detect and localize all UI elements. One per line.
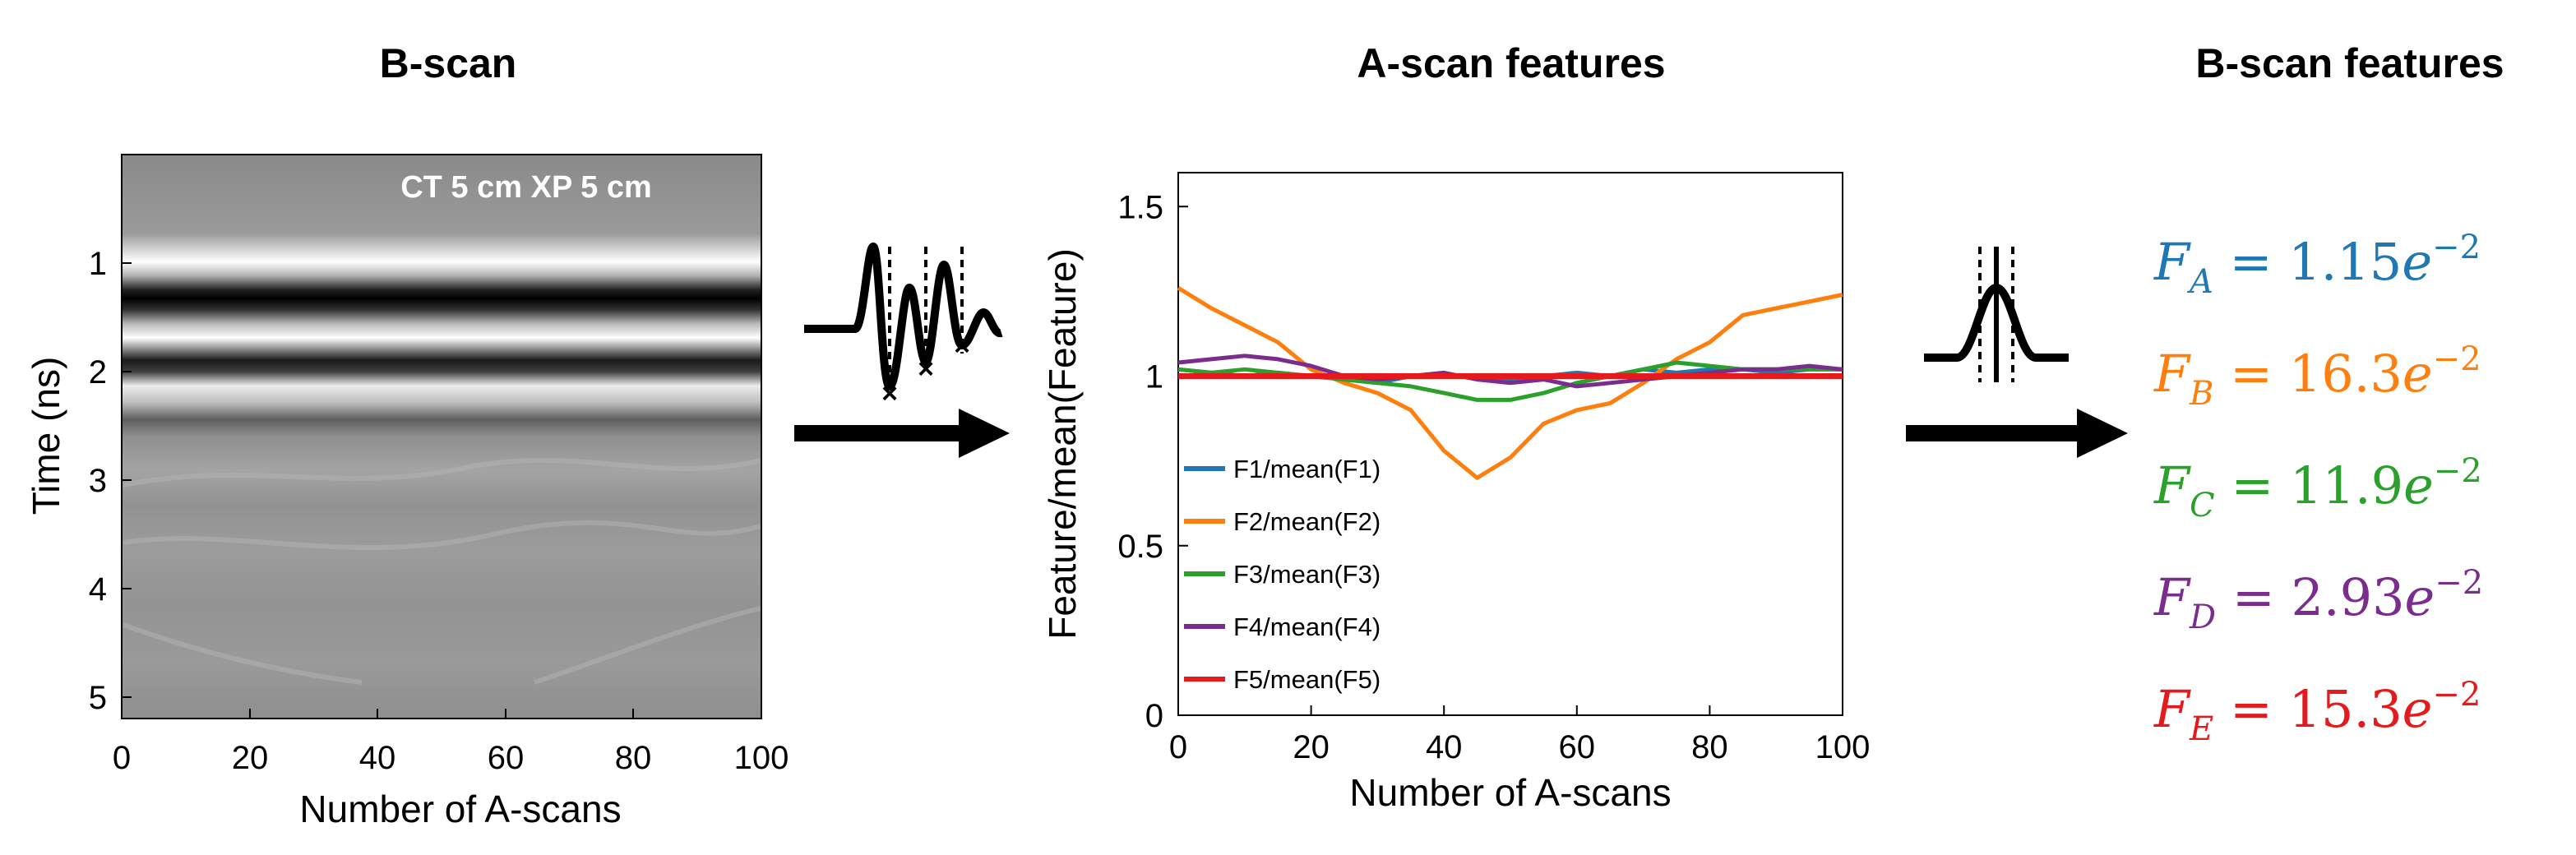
ascan-features-panel: A-scan features 0 0.5 1 1.5 0 20 40 60 80 100 F1…: [1041, 40, 1870, 814]
bscan-ytick-label: 1: [89, 246, 107, 282]
chart-ytick-label: 1: [1145, 359, 1163, 395]
chart-xtick-label: 20: [1293, 729, 1330, 765]
chart-xtick-label: 40: [1426, 729, 1463, 765]
svg-text:×: ×: [918, 354, 934, 385]
series-line-f2: [1177, 286, 1843, 480]
bscan-ylabel: Time (ns): [25, 357, 67, 515]
feature-equation-c: FC = 11.9e−2: [2153, 452, 2482, 525]
bscan-xtick-label: 20: [232, 740, 269, 776]
feature-equations: FA = 1.15e−2 FB = 16.3e−2 FC = 11.9e−2 FD =…: [2153, 229, 2483, 748]
bscan-xtick-label: 0: [113, 740, 131, 776]
chart-legend: F1/mean(F1) F2/mean(F2) F3/mean(F3) F4/mean…: [1184, 455, 1380, 694]
legend-label-f3: F3/mean(F3): [1233, 560, 1380, 589]
bscan-x-ticks: 0 20 40 60 80 100: [113, 709, 789, 776]
feature-equation-b: FB = 16.3e−2: [2153, 340, 2481, 413]
bscan-xtick-label: 100: [734, 740, 789, 776]
chart-ytick-label: 1.5: [1117, 189, 1163, 225]
bscan-overlay-label: CT 5 cm XP 5 cm: [400, 170, 652, 205]
chart-y-axis: 0 0.5 1 1.5: [1117, 189, 1188, 734]
chart-ylabel: Feature/mean(Feature): [1041, 248, 1084, 640]
legend-label-f5: F5/mean(F5): [1233, 665, 1380, 694]
arrow-right-icon: [794, 409, 1010, 458]
chart-series-group: [1177, 286, 1843, 480]
ascan-features-title: A-scan features: [1357, 40, 1665, 86]
bscan-xtick-label: 40: [359, 740, 396, 776]
bscan-ytick-label: 5: [89, 680, 107, 716]
bscan-ytick-label: 4: [89, 571, 107, 608]
feature-equation-a: FA = 1.15e−2: [2153, 229, 2481, 301]
bscan-ytick-label: 3: [89, 463, 107, 499]
bscan-ytick-label: 2: [89, 354, 107, 391]
bscan-panel: B-scan CT 5 cm XP 5 cm 1 2 3 4 5: [25, 40, 789, 830]
feature-equation-e: FE = 15.3e−2: [2153, 676, 2481, 748]
bscan-xlabel: Number of A-scans: [299, 788, 621, 830]
chart-xtick-label: 100: [1815, 729, 1871, 765]
bscan-image: [122, 155, 761, 719]
chart-xtick-label: 60: [1559, 729, 1596, 765]
bscan-faint-reflections: [122, 458, 761, 685]
bscan-xtick-label: 60: [488, 740, 525, 776]
chart-x-axis: 0 20 40 60 80 100: [1169, 705, 1871, 765]
bscan-y-ticks: 1 2 3 4 5: [89, 246, 132, 716]
chart-ytick-label: 0.5: [1117, 529, 1163, 565]
chart-ytick-label: 0: [1145, 698, 1163, 734]
legend-label-f4: F4/mean(F4): [1233, 612, 1380, 641]
feature-equation-d: FD = 2.93e−2: [2153, 564, 2483, 636]
bscan-frame: [121, 154, 762, 719]
chart-xlabel: Number of A-scans: [1349, 771, 1671, 814]
chart-xtick-label: 0: [1169, 729, 1187, 765]
chart-xtick-label: 80: [1691, 729, 1728, 765]
ascan-waveform-icon: × × ×: [804, 242, 1003, 409]
svg-text:×: ×: [881, 378, 898, 409]
arrow-right-icon: [1906, 409, 2128, 458]
chart-plot-area: [1177, 172, 1843, 716]
legend-label-f1: F1/mean(F1): [1233, 455, 1380, 483]
bscan-features-panel: B-scan features FA = 1.15e−2 FB = 16.3e−2…: [2153, 40, 2504, 748]
bscan-xtick-label: 80: [615, 740, 652, 776]
bscan-title: B-scan: [380, 40, 517, 86]
gaussian-feature-icon: [1924, 247, 2069, 382]
series-line-f4: [1177, 354, 1843, 389]
bscan-features-title: B-scan features: [2195, 40, 2504, 86]
svg-text:×: ×: [954, 330, 970, 362]
legend-label-f2: F2/mean(F2): [1233, 507, 1380, 536]
